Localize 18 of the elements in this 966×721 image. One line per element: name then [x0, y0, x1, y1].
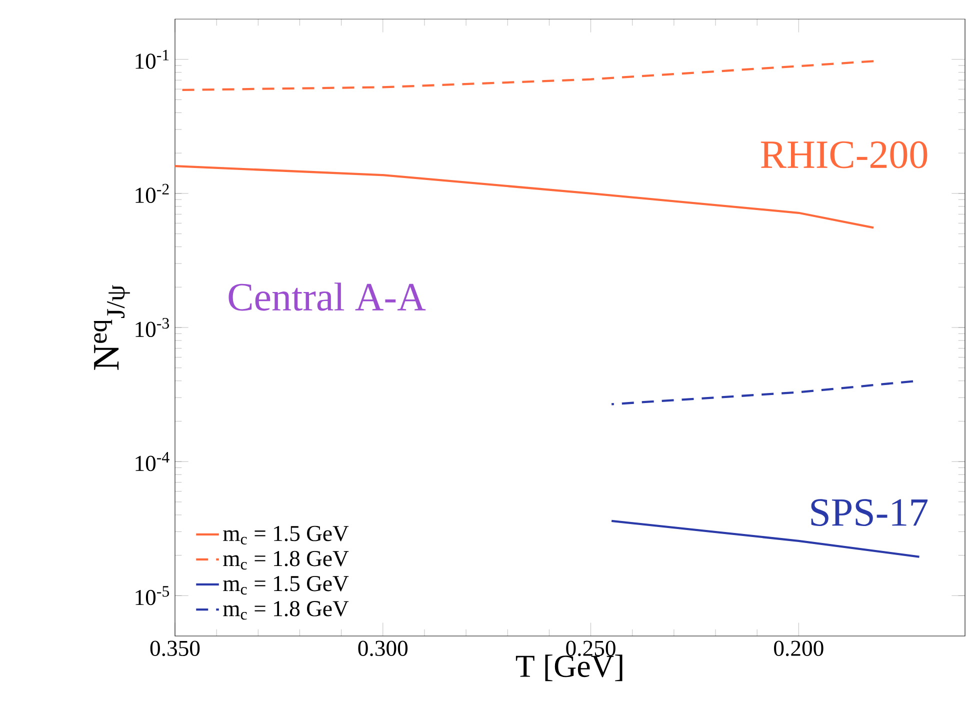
x-tick-label: 0.350: [150, 640, 200, 656]
x-axis-title: T [GeV]: [516, 654, 622, 682]
legend-label: m$_{c}$ = 1.5 GeV: [223, 526, 349, 545]
annotation: RHIC-200: [760, 141, 928, 168]
x-tick-label: 0.200: [774, 640, 824, 656]
y-tick-label: 10$^{-4}$: [136, 452, 170, 472]
x-tick-label: 0.250: [566, 640, 616, 656]
x-tick-label: 0.300: [358, 640, 408, 656]
legend-label: m$_{c}$ = 1.8 GeV: [223, 600, 349, 620]
y-tick-label: 10$^{-2}$: [136, 184, 169, 203]
annotation: SPS-17: [811, 499, 928, 526]
legend-label: m$_{c}$ = 1.8 GeV: [223, 550, 349, 570]
legend-label: m$_{c}$ = 1.5 GeV: [223, 576, 349, 595]
y-tick-label: 10$^{-5}$: [136, 586, 169, 606]
y-axis-title: N$^{eq}$J/ψ: [94, 285, 130, 370]
annotation: Central A-A: [228, 282, 426, 311]
y-tick-label: 10$^{-1}$: [136, 50, 169, 69]
y-tick-label: 10$^{-3}$: [136, 318, 169, 338]
